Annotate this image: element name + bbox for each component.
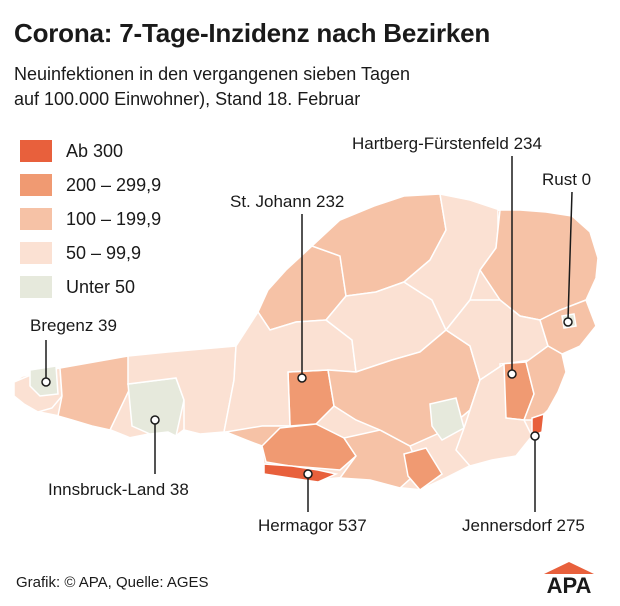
subtitle-line-2: auf 100.000 Einwohner), Stand 18. Februa… [14, 89, 361, 109]
marker-st-johann [297, 373, 307, 383]
apa-logo-text: APA [547, 573, 592, 594]
legend-swatch [20, 276, 52, 298]
label-bregenz: Bregenz 39 [30, 316, 117, 335]
label-hermagor: Hermagor 537 [258, 516, 367, 535]
legend-swatch [20, 140, 52, 162]
district-innsbruck-land [127, 377, 185, 438]
legend-item-100-199: 100 – 199,9 [20, 202, 161, 236]
legend: Ab 300 200 – 299,9 100 – 199,9 50 – 99,9… [20, 134, 161, 304]
apa-logo: APA [544, 562, 594, 594]
label-innsbruck-land: Innsbruck-Land 38 [48, 480, 189, 499]
label-rust: Rust 0 [542, 170, 592, 189]
district-hermagor [263, 463, 339, 483]
marker-innsbruck-land [150, 415, 160, 425]
legend-swatch [20, 174, 52, 196]
legend-label: Ab 300 [66, 140, 124, 161]
district-graz-umgebung [429, 397, 465, 441]
district-kaernten-west [261, 423, 357, 471]
legend-label: Unter 50 [66, 276, 136, 297]
apa-logo-chevron [544, 562, 594, 574]
district-voelkermarkt [403, 447, 444, 492]
legend-label: 50 – 99,9 [66, 242, 142, 263]
marker-bregenz [41, 377, 51, 387]
legend-swatch [20, 242, 52, 264]
legend-item-unter-50: Unter 50 [20, 270, 161, 304]
chart-subtitle: Neuinfektionen in den vergangenen sieben… [14, 62, 554, 112]
label-hartberg: Hartberg-Fürstenfeld 234 [352, 134, 542, 153]
district-jennersdorf [531, 412, 545, 438]
legend-label: 200 – 299,9 [66, 174, 162, 195]
footer-source: Grafik: © APA, Quelle: AGES [16, 574, 209, 591]
legend-item-50-99: 50 – 99,9 [20, 236, 161, 270]
subtitle-line-1: Neuinfektionen in den vergangenen sieben… [14, 64, 410, 84]
marker-hartberg [507, 369, 517, 379]
legend-item-ab-300: Ab 300 [20, 134, 161, 168]
marker-hermagor [303, 469, 313, 479]
legend-item-200-299: 200 – 299,9 [20, 168, 161, 202]
district-suedoststeiermark [455, 362, 533, 467]
district-burgenland-south [522, 345, 567, 421]
marker-jennersdorf [530, 431, 540, 441]
legend-label: 100 – 199,9 [66, 208, 162, 229]
legend-swatch [20, 208, 52, 230]
leader-line-rust [567, 191, 573, 321]
marker-rust [563, 317, 573, 327]
chart-title: Corona: 7-Tage-Inzidenz nach Bezirken [14, 18, 491, 48]
label-jennersdorf: Jennersdorf 275 [462, 516, 585, 535]
label-st-johann: St. Johann 232 [230, 192, 345, 211]
